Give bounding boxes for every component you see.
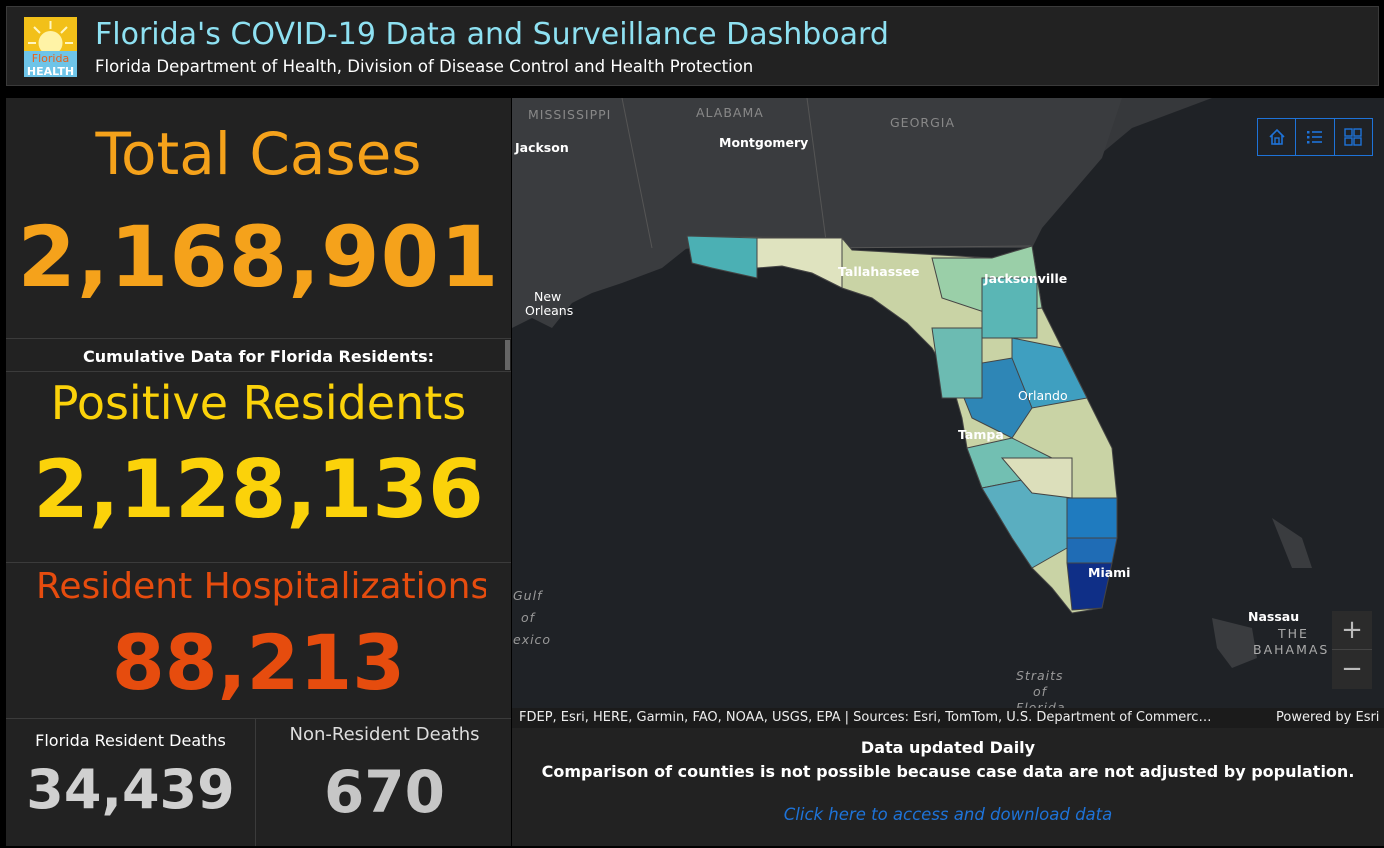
county-map[interactable]: MISSISSIPPI ALABAMA GEORGIA Jackson Mont… [512, 98, 1384, 728]
home-icon [1269, 128, 1285, 145]
divider [255, 719, 256, 846]
hospitalizations-label-text: Resident Hospitalizations [36, 566, 486, 607]
hospitalizations-value: 88,213 [111, 618, 406, 707]
map-toolbar [1257, 118, 1373, 156]
map-label-orlando: Orlando [1018, 388, 1068, 403]
florida-health-logo: Florida HEALTH [24, 17, 77, 78]
legend-button[interactable] [1296, 119, 1335, 155]
divider [6, 371, 511, 372]
hospitalizations-label: Resident Hospitalizations [36, 566, 486, 607]
map-notes: Data updated Daily Comparison of countie… [512, 728, 1384, 846]
map-label-georgia: GEORGIA [890, 115, 956, 130]
positive-residents-value: 2,128,136 [33, 443, 484, 536]
dashboard-header: Florida HEALTH Florida's COVID-19 Data a… [6, 6, 1379, 86]
map-label-gulf: Gulf [513, 588, 543, 603]
map-label-straits-of: of [1033, 684, 1048, 699]
total-cases-label: Total Cases [95, 120, 422, 188]
basemap-gallery-button[interactable] [1335, 119, 1372, 155]
map-label-tampa: Tampa [958, 427, 1004, 442]
zoom-out-button[interactable]: − [1341, 654, 1363, 684]
map-canvas[interactable] [512, 98, 1384, 728]
divider [6, 718, 511, 719]
powered-by-esri[interactable]: Powered by Esri [1276, 710, 1380, 725]
download-data-link[interactable]: Click here to access and download data [783, 805, 1113, 824]
resident-deaths-label: Florida Resident Deaths [35, 731, 226, 750]
map-label-montgomery: Montgomery [719, 135, 809, 150]
panel-scrollbar[interactable] [505, 340, 510, 370]
map-label-miami: Miami [1088, 565, 1131, 580]
svg-text:Florida: Florida [32, 52, 69, 65]
map-label-jacksonville: Jacksonville [984, 271, 1068, 286]
data-updated-text: Data updated Daily [860, 738, 1036, 757]
map-label-bahamas: BAHAMAS [1253, 642, 1330, 657]
dashboard-title: Florida's COVID-19 Data and Surveillance… [95, 17, 889, 52]
nonresident-deaths-value: 670 [323, 758, 446, 826]
stats-panel: Total Cases 2,168,901 Cumulative Data fo… [6, 98, 511, 846]
comparison-note: Comparison of counties is not possible b… [541, 762, 1355, 781]
legend-list-icon [1306, 131, 1322, 144]
zoom-in-button[interactable]: + [1332, 611, 1372, 650]
home-button[interactable] [1258, 119, 1297, 155]
map-label-nassau: Nassau [1248, 609, 1300, 624]
positive-residents-label: Positive Residents [50, 376, 467, 430]
map-label-of: of [521, 610, 536, 625]
zoom-control: + − [1332, 611, 1372, 689]
resident-deaths-value: 34,439 [26, 758, 235, 821]
map-label-tallahassee: Tallahassee [838, 264, 920, 279]
map-label-straits: Straits [1016, 668, 1064, 683]
basemap-gallery-icon [1344, 128, 1363, 146]
map-label-new: New [534, 289, 562, 304]
divider [6, 338, 511, 339]
dashboard-subtitle: Florida Department of Health, Division o… [95, 57, 754, 76]
map-label-jackson: Jackson [515, 140, 569, 155]
cumulative-label: Cumulative Data for Florida Residents: [82, 347, 434, 366]
total-cases-value: 2,168,901 [17, 208, 500, 306]
map-label-mexico: exico [513, 632, 552, 647]
divider [6, 562, 511, 563]
nonresident-deaths-label: Non-Resident Deaths [289, 724, 480, 745]
map-label-orleans: Orleans [525, 303, 574, 318]
svg-text:HEALTH: HEALTH [27, 65, 74, 77]
map-label-the: THE [1278, 626, 1309, 641]
map-attribution[interactable]: FDEP, Esri, HERE, Garmin, FAO, NOAA, USG… [519, 710, 1212, 725]
map-attribution-bar: FDEP, Esri, HERE, Garmin, FAO, NOAA, USG… [512, 708, 1384, 728]
map-label-alabama: ALABAMA [696, 105, 764, 120]
map-label-mississippi: MISSISSIPPI [528, 107, 612, 122]
